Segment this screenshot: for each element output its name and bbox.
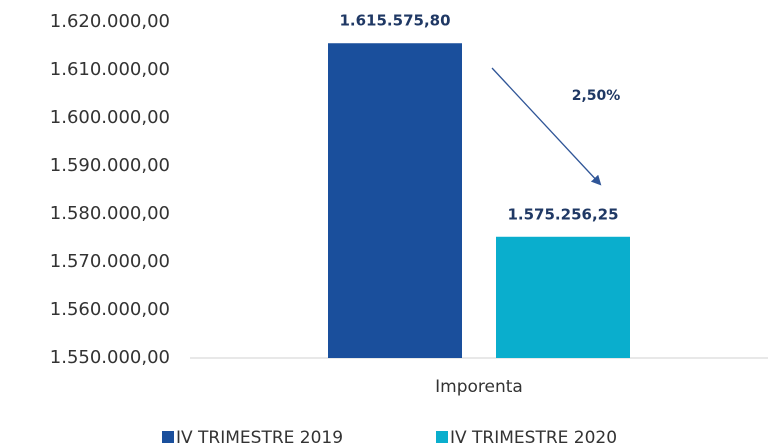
bar (496, 236, 630, 358)
legend-label: IV TRIMESTRE 2019 (176, 428, 343, 448)
y-tick-label: 1.550.000,00 (50, 347, 170, 368)
legend-swatch (162, 431, 174, 443)
bar (328, 43, 462, 359)
x-tick-label: Imporenta (435, 377, 523, 397)
value-label: 1.575.256,25 (507, 205, 618, 223)
y-tick-label: 1.560.000,00 (50, 299, 170, 320)
y-tick-label: 1.570.000,00 (50, 251, 170, 272)
y-tick-label: 1.600.000,00 (50, 107, 170, 128)
y-tick-label: 1.580.000,00 (50, 203, 170, 224)
legend-swatch (436, 431, 448, 443)
y-tick-label: 1.610.000,00 (50, 59, 170, 80)
annotation: 2,50% (572, 88, 621, 104)
legend-label: IV TRIMESTRE 2020 (450, 428, 617, 448)
y-tick-label: 1.620.000,00 (50, 11, 170, 32)
y-tick-label: 1.590.000,00 (50, 155, 170, 176)
value-label: 1.615.575,80 (339, 12, 450, 30)
arrow (491, 67, 602, 186)
